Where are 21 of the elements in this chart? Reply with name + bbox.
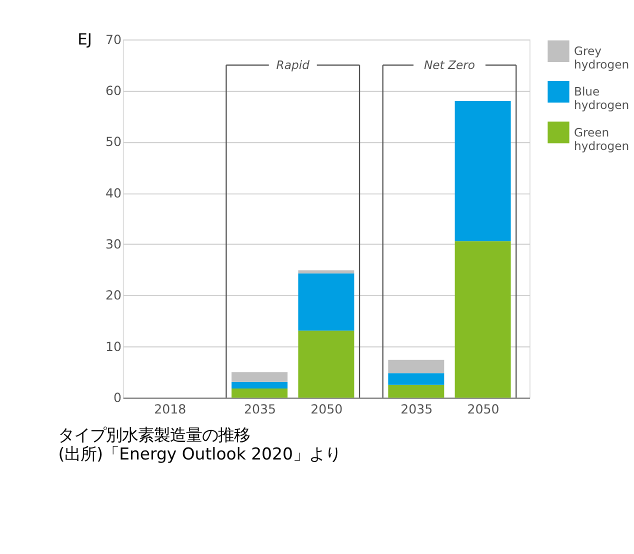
y-tick-label: 10 (105, 338, 122, 354)
annotation: Net Zero (424, 58, 476, 72)
y-tick-label: 70 (105, 32, 122, 47)
text: タイプ別水素製造量の推移 (58, 425, 250, 444)
y-tick-label: 60 (105, 83, 122, 98)
x-tick-label: 2018 (154, 402, 186, 417)
x-tick-label: 2035 (400, 402, 433, 417)
x-tick-label: 2050 (310, 402, 343, 417)
text: (出所)「Energy Outlook 2020」より (58, 444, 341, 464)
y-tick-label: 0 (113, 390, 122, 406)
legend-label: Green hydrogen (574, 125, 630, 153)
y-tick-label: 30 (105, 236, 122, 252)
y-tick-label: 50 (105, 134, 122, 150)
x-tick-label: 2050 (467, 402, 500, 417)
annotation: Rapid (276, 58, 310, 72)
legend-label: Grey hydrogen (574, 44, 630, 72)
y-tick-label: 20 (105, 288, 122, 303)
x-tick-label: 2035 (244, 402, 276, 417)
legend-label: Blue hydrogen (574, 84, 630, 112)
y-tick-label: 40 (105, 185, 122, 200)
y-axis-title: EJ (78, 30, 92, 48)
